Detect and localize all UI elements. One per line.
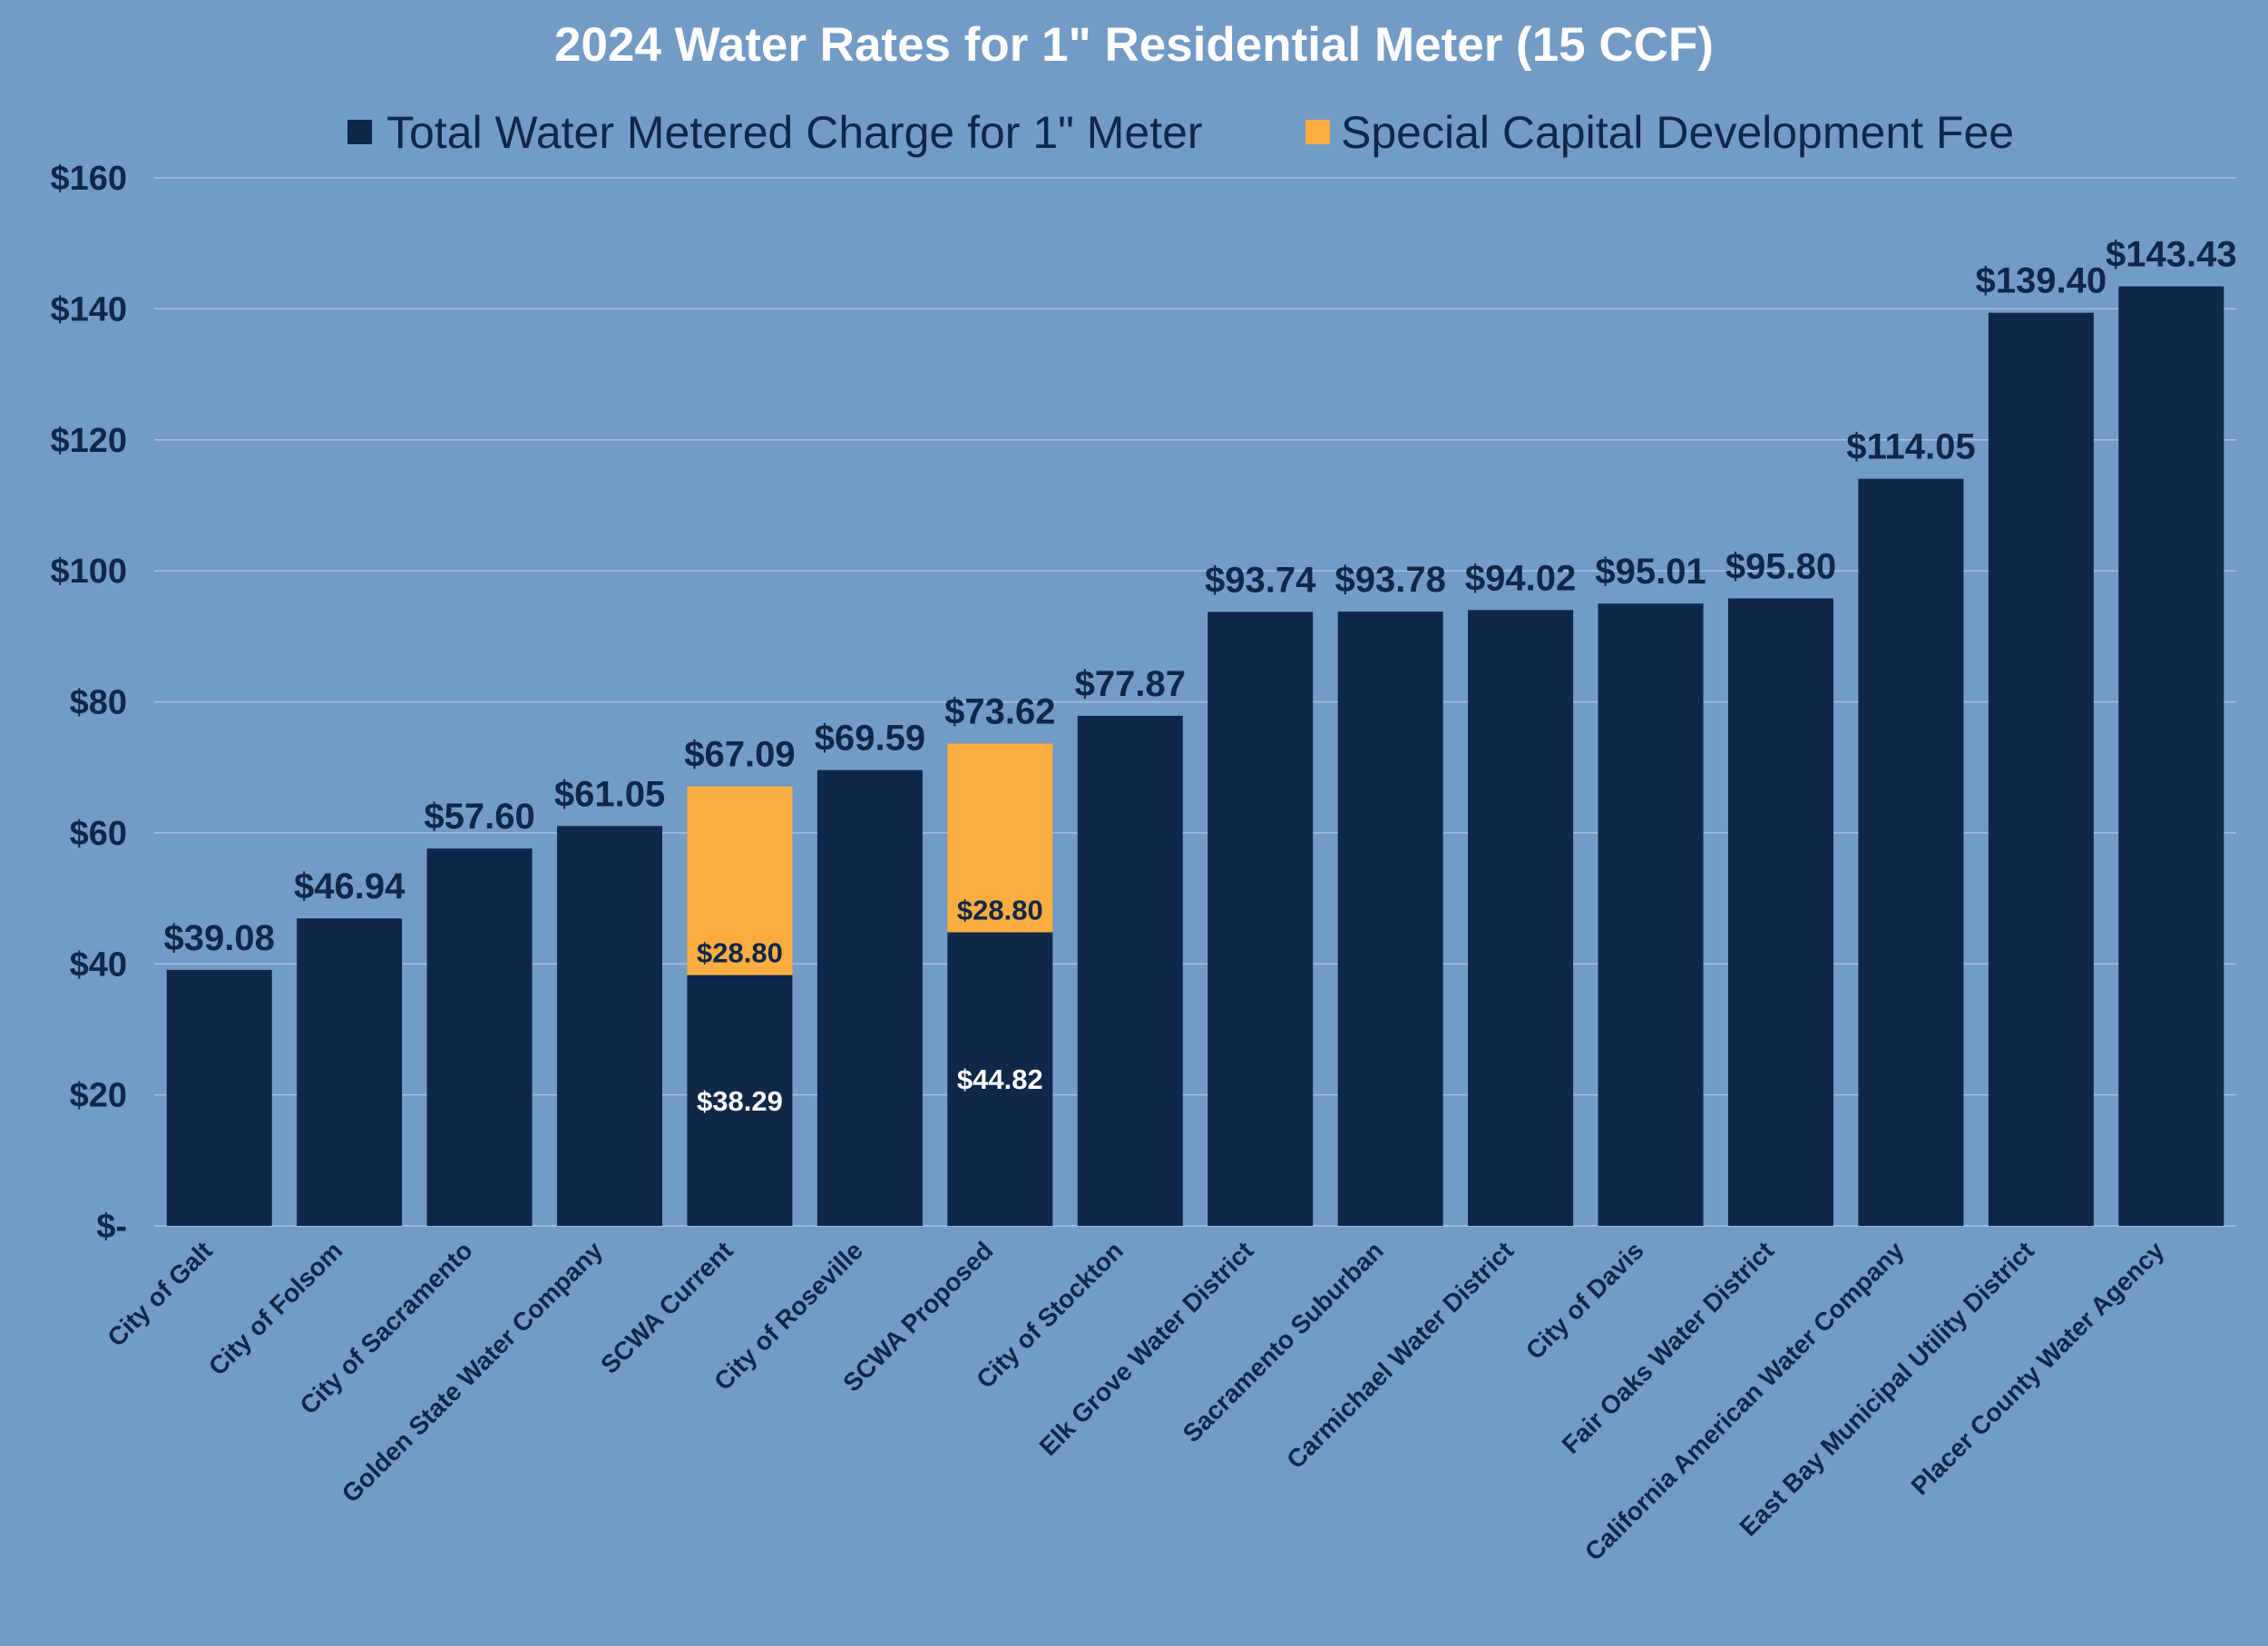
bar-total-label: $39.08 [164, 918, 275, 958]
bar-total-charge [1598, 603, 1704, 1226]
bar-total-charge [1077, 715, 1183, 1226]
bar-total-label: $114.05 [1846, 427, 1975, 467]
legend-swatch-fee [1305, 120, 1330, 144]
bar-capital-fee [947, 743, 1053, 933]
bar-total-label: $93.78 [1334, 560, 1445, 600]
chart-title: 2024 Water Rates for 1" Residential Mete… [554, 18, 1714, 72]
y-tick-label: $- [96, 1208, 127, 1246]
bar-total-charge [1468, 610, 1574, 1226]
bar-total-charge [426, 848, 533, 1226]
bar-total-label: $139.40 [1976, 261, 2107, 301]
bars [166, 286, 2224, 1226]
y-tick-label: $20 [70, 1077, 127, 1115]
y-tick-label: $120 [50, 422, 127, 460]
x-tick-label: Golden State Water Company [337, 1236, 609, 1508]
bar-total-charge [1727, 598, 1833, 1226]
legend-label-total: Total Water Metered Charge for 1" Meter [386, 107, 1203, 158]
bar-total-label: $61.05 [554, 774, 665, 814]
data-labels: $39.08 $46.94 $57.60 $61.05 $67.09 $69.59 $73.… [164, 235, 2237, 1117]
y-axis: $- $20 $40 $60 $80 $100 $120 $140 $160 [50, 160, 127, 1246]
legend: Total Water Metered Charge for 1" Meter … [347, 107, 2014, 158]
bar-total-label: $69.59 [815, 719, 925, 759]
segment-label-fee: $28.80 [697, 937, 783, 969]
x-tick-label: City of Davis [1520, 1236, 1649, 1365]
bar-total-label: $73.62 [944, 692, 1055, 732]
x-tick-label: City of Folsom [203, 1236, 347, 1380]
segment-label-fee: $28.80 [957, 894, 1043, 926]
bar-total-label: $77.87 [1075, 664, 1186, 704]
bar-total-label: $95.01 [1595, 552, 1706, 592]
x-tick-label: Placer County Water Agency [1905, 1236, 2169, 1500]
bar-total-charge [687, 975, 793, 1226]
x-tick-label: Elk Grove Water District [1034, 1236, 1259, 1461]
segment-label-base: $44.82 [957, 1063, 1043, 1095]
y-tick-label: $160 [50, 160, 127, 198]
bar-total-label: $95.80 [1725, 546, 1836, 586]
y-tick-label: $80 [70, 684, 127, 722]
x-tick-label: SCWA Current [595, 1236, 738, 1379]
x-tick-label: Fair Oaks Water District [1557, 1236, 1780, 1459]
bar-total-charge [557, 826, 663, 1226]
bar-total-charge [166, 969, 272, 1226]
bar-total-charge [1207, 612, 1314, 1226]
y-tick-label: $100 [50, 553, 127, 591]
bar-total-charge [816, 769, 923, 1226]
bar-total-charge [1988, 312, 2094, 1226]
bar-total-charge [297, 918, 403, 1226]
y-tick-label: $40 [70, 945, 127, 984]
bar-total-label: $93.74 [1205, 560, 1316, 600]
y-tick-label: $140 [50, 290, 127, 328]
bar-total-charge [947, 932, 1053, 1226]
y-tick-label: $60 [70, 815, 127, 853]
x-tick-label: East Bay Municipal Utility District [1735, 1236, 2040, 1542]
bar-total-label: $46.94 [294, 867, 406, 906]
bar-total-label: $143.43 [2106, 235, 2237, 275]
bar-total-label: $57.60 [424, 797, 534, 837]
legend-swatch-total [347, 120, 372, 144]
bar-total-label: $67.09 [684, 735, 795, 775]
segment-label-base: $38.29 [697, 1085, 783, 1117]
bar-total-label: $94.02 [1465, 558, 1576, 598]
legend-label-fee: Special Capital Development Fee [1341, 107, 2014, 158]
bar-total-charge [2118, 286, 2224, 1226]
x-tick-label: Carmichael Water District [1281, 1236, 1519, 1474]
x-tick-label: City of Galt [102, 1236, 218, 1352]
bar-total-charge [1337, 612, 1443, 1226]
bar-total-charge [1858, 478, 1964, 1226]
bar-capital-fee [687, 786, 793, 975]
